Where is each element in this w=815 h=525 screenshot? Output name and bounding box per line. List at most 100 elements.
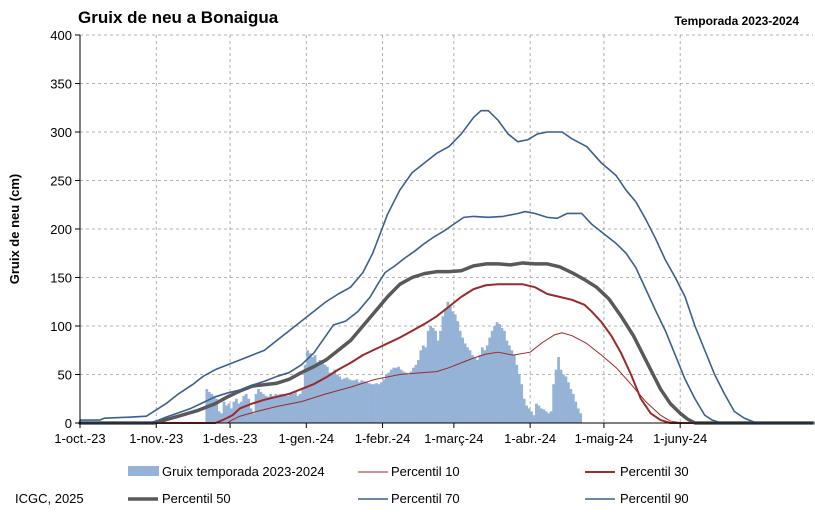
snow-bar	[485, 345, 489, 423]
y-tick-label: 200	[50, 222, 72, 237]
snow-bar	[254, 393, 258, 423]
snow-bar	[293, 391, 297, 423]
snow-bar	[522, 398, 526, 423]
snow-bar	[316, 361, 319, 423]
snow-bar	[446, 301, 450, 423]
y-tick-label: 300	[50, 125, 72, 140]
x-tick-label: 1-nov.-23	[129, 431, 183, 446]
snow-bar	[507, 345, 511, 423]
snow-bar	[444, 308, 447, 423]
snow-bar	[242, 395, 246, 423]
snow-bar	[461, 337, 465, 423]
legend-swatch-bars	[128, 466, 159, 476]
y-tick-label: 400	[50, 28, 72, 43]
snow-bar	[562, 374, 565, 423]
y-tick-label: 250	[50, 174, 72, 189]
snow-bar	[360, 380, 364, 423]
snow-bar	[212, 395, 216, 423]
snow-bar	[424, 347, 428, 423]
snow-bar	[503, 330, 506, 423]
snow-bar	[537, 405, 541, 423]
snow-bar	[365, 382, 369, 423]
series-line-percentil-70	[79, 210, 814, 424]
snow-bar	[448, 306, 452, 423]
snow-bar	[414, 364, 418, 423]
y-tick-label: 100	[50, 319, 72, 334]
snow-bar	[217, 411, 221, 423]
snow-bar	[259, 391, 263, 423]
x-tick-label: 1-maig-24	[575, 431, 634, 446]
snow-bar	[249, 408, 253, 423]
snow-bar	[579, 413, 583, 423]
snow-bar	[574, 401, 578, 423]
snow-bar	[431, 327, 435, 423]
snow-bar	[291, 393, 295, 423]
snow-bar	[274, 393, 278, 423]
snow-bar	[289, 393, 292, 423]
snow-bar	[530, 411, 533, 423]
snow-bar	[325, 366, 329, 423]
snow-bar	[247, 398, 251, 423]
snow-bar	[439, 330, 442, 423]
snow-bar	[367, 383, 371, 423]
snow-bar	[495, 322, 499, 423]
snow-bar	[397, 366, 401, 423]
snow-bar	[380, 382, 383, 423]
snow-bar	[520, 384, 524, 423]
snow-bar	[402, 371, 405, 423]
snow-bar	[276, 394, 280, 423]
series-line-percentil-30	[79, 283, 814, 424]
series-line-percentil-50	[78, 261, 815, 425]
y-tick-label: 50	[58, 368, 72, 383]
percentile-lines	[78, 109, 815, 425]
snow-bar	[416, 359, 420, 423]
snow-bar	[237, 403, 241, 423]
snow-bar	[392, 367, 396, 423]
snow-bar	[407, 374, 410, 423]
x-tick-label: 1-juny-24	[653, 431, 707, 446]
legend-label-p30: Percentil 30	[620, 464, 689, 479]
snow-bar	[463, 343, 467, 423]
snow-bar	[296, 395, 300, 423]
axes	[75, 34, 813, 428]
snow-bar	[210, 393, 214, 423]
season-label: Temporada 2023-2024	[674, 14, 799, 28]
snow-bar	[318, 359, 322, 423]
snow-bar	[571, 393, 575, 423]
snow-bar	[493, 326, 496, 423]
snow-bar	[370, 384, 374, 423]
snow-bar	[382, 379, 386, 423]
snow-bar	[340, 379, 344, 423]
snow-bar	[281, 393, 285, 423]
snow-bar	[348, 379, 351, 423]
snow-bar	[244, 393, 248, 423]
x-tick-label: 1-febr.-24	[355, 431, 411, 446]
snow-bar	[308, 353, 312, 423]
snow-bar	[262, 393, 265, 423]
snow-bar	[409, 371, 413, 423]
snow-bar	[554, 369, 558, 423]
snow-bars	[205, 301, 583, 423]
snow-bar	[451, 311, 455, 423]
legend: Gruix temporada 2023-2024 Percentil 10 P…	[128, 464, 689, 506]
snow-bar	[480, 347, 484, 423]
snow-bar	[473, 357, 477, 423]
series-line-percentil-10	[79, 332, 814, 424]
snow-bar	[567, 382, 570, 423]
credit-text: ICGC, 2025	[15, 491, 84, 506]
snow-bar	[466, 347, 469, 423]
snow-bar	[399, 369, 403, 423]
snow-bar	[429, 326, 433, 423]
snow-bar	[303, 364, 307, 423]
snow-bar	[488, 337, 492, 423]
snow-bar	[490, 330, 494, 423]
snow-bar	[389, 369, 393, 423]
snow-bar	[539, 408, 543, 423]
snow-bar	[266, 396, 270, 423]
y-tick-labels: 0 50 100 150 200 250 300 350 400	[50, 28, 72, 431]
snow-bar	[353, 380, 356, 423]
snow-bar	[532, 415, 536, 423]
x-tick-label: 1-oct.-23	[54, 431, 105, 446]
chart-title: Gruix de neu a Bonaigua	[78, 8, 279, 27]
